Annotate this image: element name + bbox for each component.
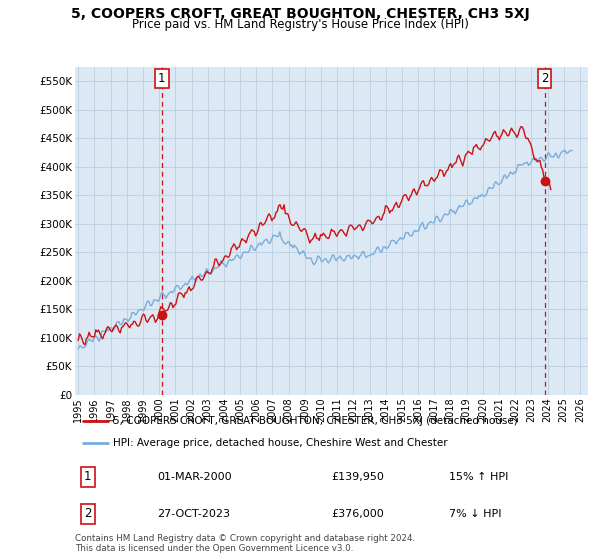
Text: 1: 1 — [84, 470, 92, 483]
Text: 01-MAR-2000: 01-MAR-2000 — [157, 472, 232, 482]
Text: Contains HM Land Registry data © Crown copyright and database right 2024.
This d: Contains HM Land Registry data © Crown c… — [75, 534, 415, 553]
Point — [540, 176, 550, 185]
Text: £139,950: £139,950 — [331, 472, 385, 482]
Text: Price paid vs. HM Land Registry's House Price Index (HPI): Price paid vs. HM Land Registry's House … — [131, 18, 469, 31]
Text: 5, COOPERS CROFT, GREAT BOUGHTON, CHESTER, CH3 5XJ (detached house): 5, COOPERS CROFT, GREAT BOUGHTON, CHESTE… — [113, 416, 518, 426]
Text: 2: 2 — [84, 507, 92, 520]
Text: 27-OCT-2023: 27-OCT-2023 — [157, 509, 230, 519]
Text: £376,000: £376,000 — [331, 509, 384, 519]
Text: HPI: Average price, detached house, Cheshire West and Chester: HPI: Average price, detached house, Ches… — [113, 438, 448, 448]
Text: 15% ↑ HPI: 15% ↑ HPI — [449, 472, 509, 482]
Text: 7% ↓ HPI: 7% ↓ HPI — [449, 509, 502, 519]
Text: 5, COOPERS CROFT, GREAT BOUGHTON, CHESTER, CH3 5XJ: 5, COOPERS CROFT, GREAT BOUGHTON, CHESTE… — [71, 7, 529, 21]
Text: 2: 2 — [541, 72, 548, 85]
Point — [157, 311, 167, 320]
Text: 1: 1 — [158, 72, 166, 85]
